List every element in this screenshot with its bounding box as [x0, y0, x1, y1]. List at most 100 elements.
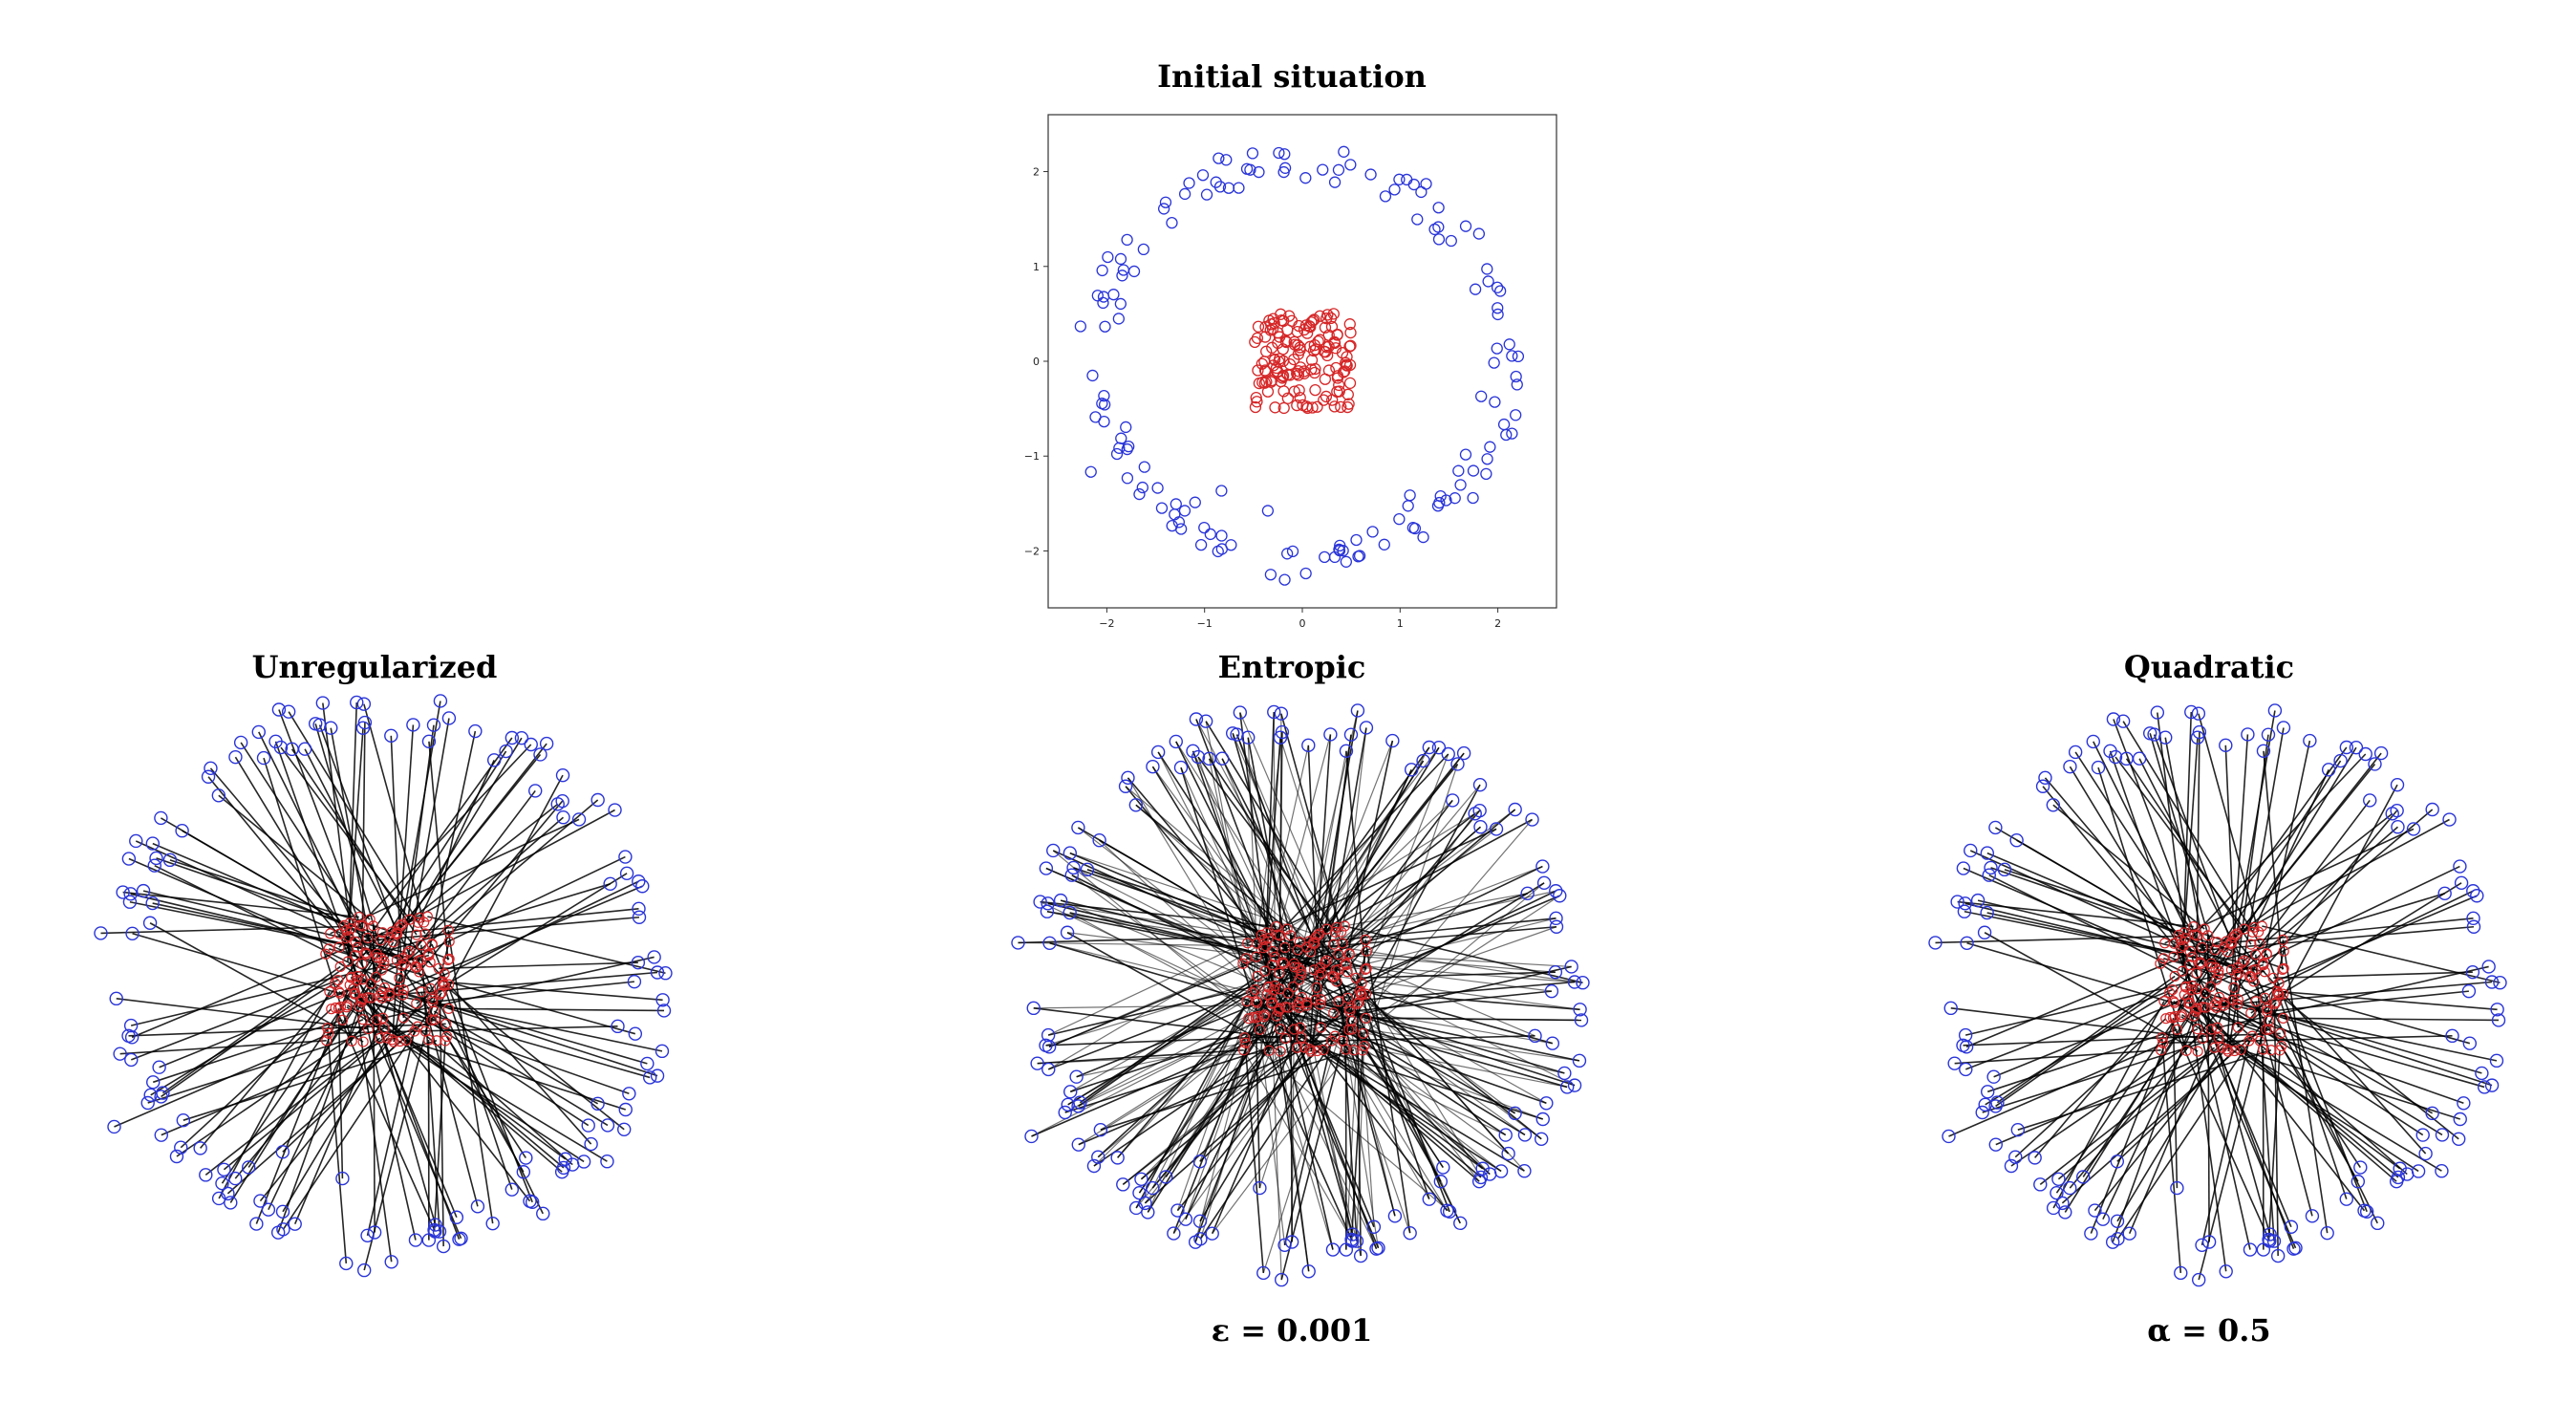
- source-point: [388, 1036, 399, 1047]
- source-point: [1240, 953, 1252, 964]
- target-point: [2051, 1172, 2066, 1186]
- source-point: [2180, 981, 2192, 992]
- source-point: [2235, 1044, 2246, 1056]
- target-point: [571, 812, 587, 827]
- transport-line: [1982, 1036, 2220, 1113]
- target-point: [470, 1199, 485, 1214]
- source-point: [1333, 996, 1344, 1007]
- target-point: [1511, 378, 1523, 391]
- target-point: [2108, 749, 2123, 765]
- target-point: [2418, 1146, 2433, 1161]
- source-point: [401, 947, 414, 959]
- source-point: [2192, 1024, 2203, 1035]
- source-point: [351, 975, 362, 986]
- target-point: [2425, 802, 2439, 817]
- source-point: [1357, 1045, 1368, 1056]
- target-point: [454, 1231, 468, 1246]
- target-point: [1977, 925, 1992, 939]
- target-point: [125, 926, 140, 940]
- source-point: [2210, 961, 2222, 974]
- target-point: [1411, 213, 1424, 226]
- source-point: [1333, 949, 1344, 961]
- target-point: [2219, 738, 2233, 753]
- source-point: [387, 1034, 398, 1046]
- transport-line: [1969, 850, 2250, 978]
- target-point: [1572, 1053, 1587, 1068]
- target-point: [1127, 265, 1141, 278]
- target-point: [204, 761, 218, 776]
- target-point: [2351, 1175, 2366, 1189]
- source-point: [2278, 962, 2289, 974]
- source-point: [354, 919, 366, 931]
- target-point: [1225, 726, 1240, 741]
- target-point: [271, 702, 287, 717]
- transport-line: [1360, 990, 1580, 1011]
- target-point: [308, 717, 323, 731]
- transport-line: [1338, 954, 1358, 1241]
- target-point: [2243, 1242, 2258, 1257]
- target-point: [1525, 812, 1539, 827]
- target-point: [1548, 964, 1563, 980]
- target-point: [2267, 703, 2283, 718]
- transport-line: [2093, 741, 2225, 1006]
- transport-line: [2116, 1049, 2236, 1162]
- source-point: [2191, 967, 2202, 979]
- source-point: [2169, 997, 2180, 1008]
- target-point: [1469, 283, 1482, 295]
- source-point: [2227, 932, 2239, 943]
- source-point: [1292, 339, 1304, 352]
- transport-line: [1078, 1028, 1353, 1146]
- target-point: [253, 1194, 268, 1208]
- transport-line: [2173, 942, 2292, 1228]
- transport-line: [1320, 890, 1556, 1005]
- source-point: [398, 958, 410, 970]
- target-point: [1053, 893, 1068, 908]
- target-point: [2055, 1196, 2070, 1211]
- source-point: [391, 927, 402, 939]
- x-tick-label: 1: [1397, 617, 1404, 630]
- transport-line: [1351, 819, 1533, 1030]
- source-point: [2262, 1005, 2273, 1017]
- transport-line: [2237, 890, 2474, 1005]
- source-point: [1300, 400, 1313, 413]
- target-point: [2111, 1232, 2125, 1246]
- target-point: [635, 879, 650, 894]
- transport-line: [2266, 990, 2469, 1013]
- source-point: [2248, 976, 2260, 987]
- source-point: [1258, 364, 1272, 377]
- transport-line: [1995, 1028, 2270, 1146]
- source-point: [2211, 937, 2222, 948]
- transport-line: [433, 1010, 599, 1105]
- transport-line: [1320, 799, 1453, 974]
- target-point: [1403, 1225, 1417, 1241]
- source-point: [1240, 1037, 1252, 1048]
- target-point: [1503, 338, 1515, 351]
- source-point: [2158, 996, 2170, 1007]
- transport-line: [204, 1037, 381, 1176]
- target-point: [2122, 1226, 2136, 1241]
- target-point: [2142, 726, 2157, 741]
- target-point: [655, 993, 670, 1007]
- source-point: [2209, 944, 2221, 956]
- target-point: [1041, 896, 1055, 911]
- source-point: [1300, 997, 1313, 1008]
- target-point: [1498, 1128, 1513, 1142]
- target-point: [1564, 960, 1578, 974]
- source-point: [2192, 1046, 2203, 1057]
- source-point: [1267, 997, 1278, 1008]
- source-point: [2236, 957, 2248, 968]
- transport-line: [2267, 1049, 2281, 1241]
- transport-line: [1069, 912, 1265, 1018]
- transport-line: [1280, 713, 1342, 933]
- transport-line: [2138, 758, 2268, 1009]
- source-point: [1279, 941, 1291, 954]
- source-point: [1280, 335, 1293, 349]
- target-point: [1440, 1203, 1454, 1218]
- target-point: [2084, 1226, 2098, 1241]
- target-point: [107, 1119, 121, 1134]
- target-point: [335, 1171, 350, 1186]
- transport-line: [234, 756, 383, 999]
- target-point: [1183, 177, 1195, 189]
- target-point: [1960, 936, 1974, 950]
- target-point: [1544, 983, 1559, 999]
